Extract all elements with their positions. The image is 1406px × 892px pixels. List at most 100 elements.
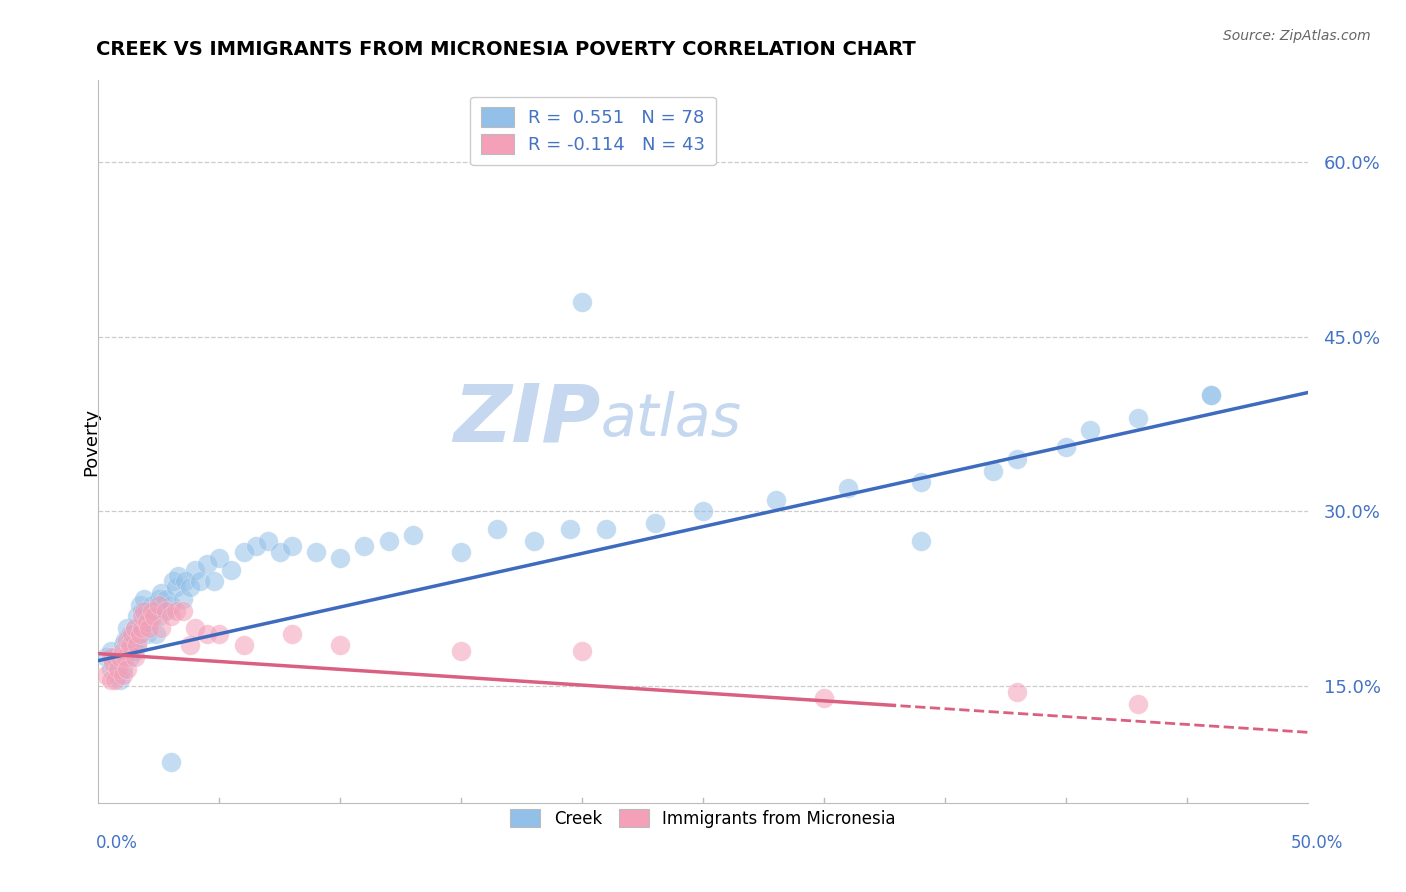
Point (450, 644, 472, 658)
Point (121, 639, 143, 653)
Point (131, 609, 153, 624)
Point (256, 533, 278, 548)
Point (281, 540, 304, 554)
Point (127, 639, 149, 653)
Point (148, 591, 170, 606)
Point (188, 574, 211, 589)
Point (165, 603, 187, 617)
Point (571, 644, 593, 658)
Point (1199, 388, 1222, 402)
Point (124, 644, 146, 658)
Point (128, 627, 150, 641)
Point (114, 632, 136, 647)
Point (329, 551, 352, 566)
Point (127, 609, 149, 624)
Point (111, 650, 134, 665)
Point (131, 603, 153, 617)
Point (165, 580, 187, 594)
Text: Source: ZipAtlas.com: Source: ZipAtlas.com (1223, 29, 1371, 43)
Text: atlas: atlas (600, 392, 741, 449)
Point (141, 598, 163, 612)
Point (523, 533, 546, 548)
Point (595, 522, 617, 536)
Point (148, 609, 170, 624)
Point (450, 545, 472, 559)
Point (208, 627, 231, 641)
Point (124, 621, 146, 635)
Point (150, 586, 173, 600)
Y-axis label: Poverty: Poverty (83, 408, 100, 475)
Point (813, 690, 835, 705)
Point (179, 639, 201, 653)
Point (135, 627, 157, 641)
Text: 50.0%: 50.0% (1291, 834, 1343, 852)
Point (155, 591, 177, 606)
Point (1078, 423, 1101, 437)
Point (117, 662, 139, 676)
Text: ZIP: ZIP (453, 381, 600, 458)
Point (195, 627, 218, 641)
Point (172, 603, 194, 617)
Point (127, 639, 149, 653)
Point (837, 481, 859, 495)
Point (108, 650, 131, 665)
Point (100, 673, 122, 688)
Point (1054, 441, 1077, 455)
Point (107, 656, 129, 670)
Point (117, 632, 139, 647)
Point (305, 545, 328, 559)
Point (692, 504, 714, 518)
Point (131, 615, 153, 630)
Point (131, 621, 153, 635)
Point (124, 650, 146, 665)
Point (118, 639, 141, 653)
Point (94, 650, 117, 665)
Point (269, 545, 291, 559)
Point (162, 574, 184, 589)
Point (160, 609, 183, 624)
Point (245, 540, 267, 554)
Point (143, 603, 166, 617)
Text: CREEK VS IMMIGRANTS FROM MICRONESIA POVERTY CORRELATION CHART: CREEK VS IMMIGRANTS FROM MICRONESIA POVE… (96, 40, 915, 59)
Point (155, 603, 177, 617)
Point (111, 667, 134, 681)
Legend: Creek, Immigrants from Micronesia: Creek, Immigrants from Micronesia (503, 802, 903, 834)
Point (208, 551, 231, 566)
Point (104, 650, 127, 665)
Point (138, 615, 160, 630)
Point (353, 540, 375, 554)
Point (1007, 452, 1029, 467)
Point (910, 533, 932, 548)
Point (138, 621, 160, 635)
Point (160, 598, 183, 612)
Point (167, 568, 190, 582)
Point (107, 662, 129, 676)
Point (150, 621, 173, 635)
Point (143, 609, 166, 624)
Point (104, 673, 127, 688)
Point (111, 644, 134, 658)
Point (558, 522, 581, 536)
Point (111, 639, 134, 653)
Point (135, 603, 157, 617)
Point (128, 598, 150, 612)
Point (184, 621, 207, 635)
Point (232, 639, 254, 653)
Point (232, 545, 254, 559)
Point (377, 533, 399, 548)
Point (101, 656, 124, 670)
Point (107, 667, 129, 681)
Point (765, 492, 787, 507)
Point (221, 563, 243, 577)
Point (1199, 388, 1222, 402)
Point (100, 650, 122, 665)
Point (204, 574, 226, 589)
Point (128, 627, 150, 641)
Point (117, 621, 139, 635)
Point (910, 475, 932, 490)
Point (134, 591, 156, 606)
Point (1128, 411, 1150, 425)
Point (172, 591, 194, 606)
Point (100, 644, 122, 658)
Point (145, 627, 167, 641)
